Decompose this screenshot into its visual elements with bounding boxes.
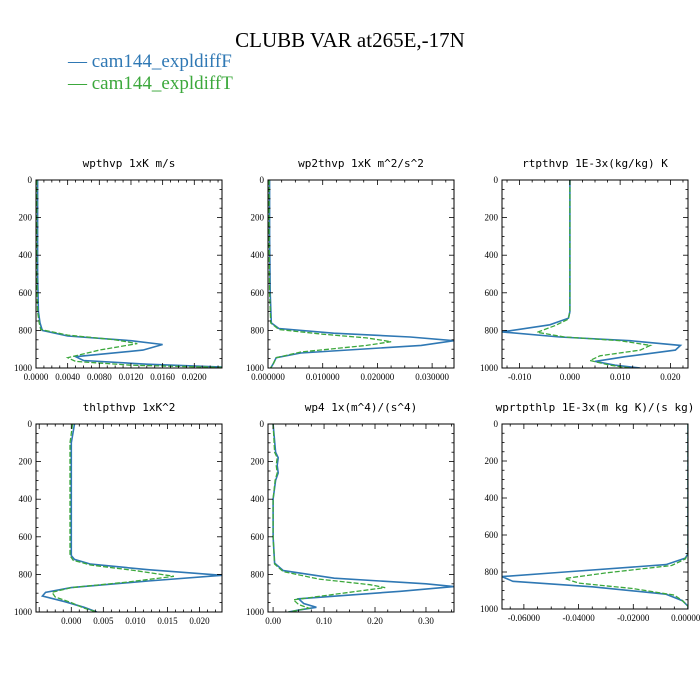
y-tick-label: 200 [251, 213, 265, 223]
panel-title: wp2thvp 1xK m^2/s^2 [298, 157, 424, 170]
legend-entry-2: — cam144_expldiffT [67, 73, 233, 94]
x-tick-label: 0.10 [316, 616, 332, 626]
y-tick-label: 0 [494, 419, 499, 429]
x-tick-label: 0.00 [265, 616, 281, 626]
x-tick-label: 0.000 [560, 372, 581, 382]
y-tick-label: 1000 [246, 607, 265, 617]
x-tick-label: 0.030000 [415, 372, 449, 382]
y-tick-label: 800 [251, 569, 265, 579]
y-tick-label: 1000 [246, 363, 265, 373]
y-tick-label: 200 [19, 213, 33, 223]
legend-marker-1: — [67, 51, 92, 72]
x-tick-label: 0.20 [367, 616, 383, 626]
x-tick-label: 0.000000 [251, 372, 285, 382]
y-tick-label: 600 [19, 532, 33, 542]
x-tick-label: 0.000000 [671, 613, 700, 623]
legend-marker-2: — [67, 73, 92, 94]
x-tick-label: 0.000 [61, 616, 82, 626]
x-tick-label: 0.0080 [87, 372, 112, 382]
x-tick-label: 0.010000 [306, 372, 340, 382]
x-tick-label: 0.0000 [24, 372, 49, 382]
x-tick-label: -0.02000 [617, 613, 650, 623]
y-tick-label: 600 [251, 288, 265, 298]
panel-3: rtpthvp 1E-3x(kg/kg) K 0 200 400 600 800 1000-… [480, 157, 689, 382]
y-tick-label: 400 [485, 250, 499, 260]
y-tick-label: 600 [485, 530, 499, 540]
figure-title: CLUBB VAR at265E,-17N [235, 28, 465, 52]
y-tick-label: 400 [251, 250, 265, 260]
legend: — cam144_expldiffF — cam144_expldiffT [67, 51, 233, 94]
series-line-cam144_expldiffF [502, 424, 688, 609]
y-tick-label: 400 [19, 494, 33, 504]
y-tick-label: 600 [251, 532, 265, 542]
y-tick-label: 0 [494, 175, 499, 185]
x-tick-label: -0.010 [508, 372, 532, 382]
x-tick-label: 0.010 [125, 616, 146, 626]
panel-5: wp4 1x(m^4)/(s^4) 0 200 400 600 800 10000.00 0.… [246, 401, 455, 626]
x-tick-label: 0.30 [418, 616, 434, 626]
y-tick-label: 400 [485, 493, 499, 503]
series-line-cam144_expldiffT [50, 424, 174, 612]
x-tick-label: 0.0160 [150, 372, 175, 382]
y-tick-label: 1000 [14, 363, 33, 373]
series-line-cam144_expldiffF [40, 424, 222, 612]
x-tick-label: 0.0120 [119, 372, 144, 382]
panel-2: wp2thvp 1xK m^2/s^2 0 200 400 600 800 10000.00… [246, 157, 455, 382]
y-tick-label: 1000 [480, 604, 499, 614]
x-tick-label: -0.06000 [508, 613, 541, 623]
y-tick-label: 0 [28, 419, 33, 429]
y-tick-label: 600 [19, 288, 33, 298]
y-tick-label: 800 [19, 569, 33, 579]
x-tick-label: 0.020 [660, 372, 681, 382]
y-tick-label: 200 [19, 457, 33, 467]
series-line-cam144_expldiffF [36, 180, 222, 368]
series-line-cam144_expldiffT [36, 180, 222, 368]
y-tick-label: 0 [28, 175, 33, 185]
legend-label-2: cam144_expldiffT [92, 73, 233, 94]
y-tick-label: 600 [485, 288, 499, 298]
x-tick-label: 0.010 [610, 372, 631, 382]
panel-title: wp4 1x(m^4)/(s^4) [305, 401, 418, 414]
y-tick-label: 400 [251, 494, 265, 504]
x-tick-label: 0.020 [189, 616, 210, 626]
y-tick-label: 0 [260, 419, 265, 429]
series-line-cam144_expldiffT [272, 424, 386, 612]
series-line-cam144_expldiffF [272, 424, 454, 612]
y-tick-label: 400 [19, 250, 33, 260]
y-tick-label: 0 [260, 175, 265, 185]
x-tick-label: 0.015 [157, 616, 178, 626]
x-tick-label: -0.04000 [562, 613, 595, 623]
y-tick-label: 800 [19, 325, 33, 335]
y-tick-label: 200 [251, 457, 265, 467]
x-tick-label: 0.005 [93, 616, 114, 626]
y-tick-label: 1000 [480, 363, 499, 373]
y-tick-label: 1000 [14, 607, 33, 617]
y-tick-label: 200 [485, 456, 499, 466]
panel-title: wprtpthlp 1E-3x(m kg K)/(s kg) [496, 401, 695, 414]
panel-title: rtpthvp 1E-3x(kg/kg) K [522, 157, 668, 170]
y-tick-label: 800 [251, 325, 265, 335]
legend-label-1: cam144_expldiffF [92, 51, 232, 72]
y-tick-label: 200 [485, 213, 499, 223]
series-line-cam144_expldiffT [534, 180, 653, 368]
legend-entry-1: — cam144_expldiffF [67, 51, 232, 72]
x-tick-label: 0.0200 [182, 372, 207, 382]
panel-4: thlpthvp 1xK^2 0 200 400 600 800 1000 0.000 0.00… [14, 401, 223, 626]
panel-1: wpthvp 1xK m/s 0 200 400 600 800 10000.0000 0.0… [14, 157, 223, 382]
panel-title: thlpthvp 1xK^2 [83, 401, 176, 414]
x-tick-label: 0.0040 [55, 372, 80, 382]
panel-title: wpthvp 1xK m/s [83, 157, 176, 170]
y-tick-label: 800 [485, 567, 499, 577]
x-tick-label: 0.020000 [361, 372, 395, 382]
y-tick-label: 800 [485, 325, 499, 335]
panel-6: wprtpthlp 1E-3x(m kg K)/(s kg) 0 200 400 600… [480, 401, 700, 623]
